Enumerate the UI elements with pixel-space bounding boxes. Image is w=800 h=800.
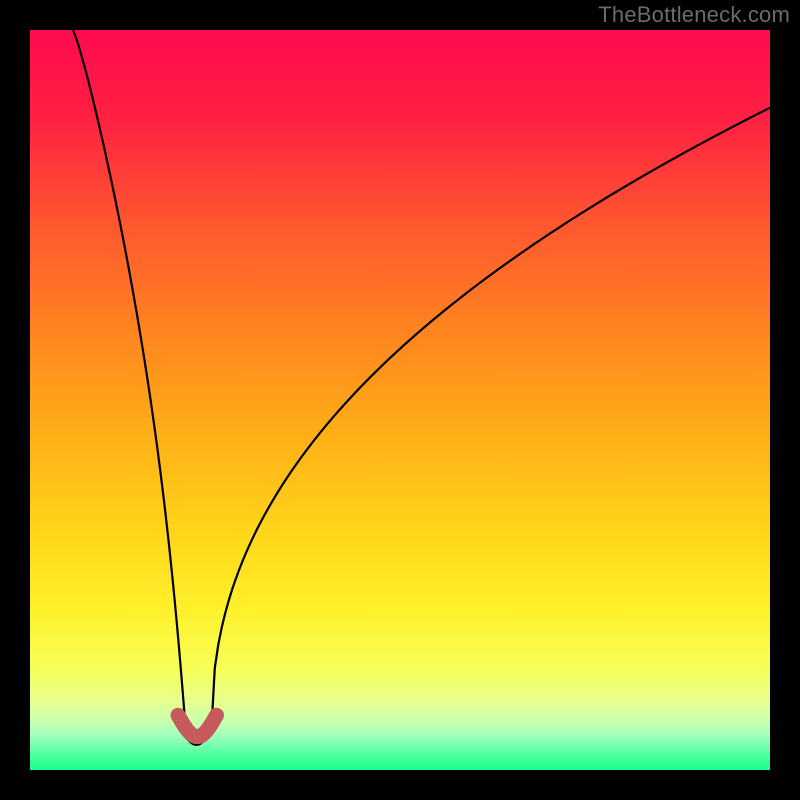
bottleneck-chart-svg: [0, 0, 800, 800]
watermark-text: TheBottleneck.com: [598, 2, 790, 28]
plot-background: [30, 30, 770, 770]
chart-container: TheBottleneck.com: [0, 0, 800, 800]
